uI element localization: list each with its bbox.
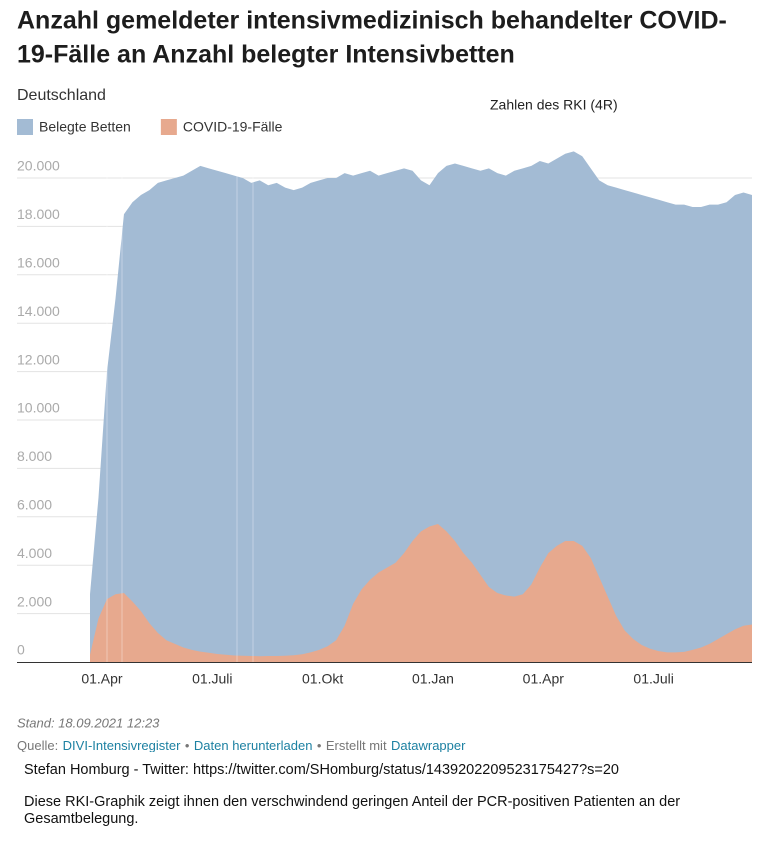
chart-subtitle: Deutschland [17,87,106,104]
plot [90,151,752,662]
caption: Stefan Homburg - Twitter: https://twitte… [24,762,754,843]
legend-label: Belegte Betten [39,119,131,135]
y-tick-label: 8.000 [17,448,52,464]
y-tick-label: 20.000 [17,158,60,174]
legend: Belegte Betten COVID-19-Fälle [17,119,283,135]
legend-swatch [160,119,177,135]
y-tick-label: 10.000 [17,400,60,416]
reference-lines [106,148,254,662]
annotation: Zahlen des RKI (4R) [490,97,618,113]
chart-title: Anzahl gemeldeter intensivmedizinisch be… [17,7,727,35]
stand: Stand: 18.09.2021 12:23 [17,715,160,730]
chart: Anzahl gemeldeter intensivmedizinisch be… [17,7,752,753]
download-link[interactable]: Daten herunterladen [194,738,313,753]
y-tick-label: 18.000 [17,206,60,222]
source-link[interactable]: DIVI-Intensivregister [63,738,181,753]
x-axis-labels: 01.Apr 01.Juli 01.Okt 01.Jan 01.Apr 01.Juli [81,671,674,687]
made-with: Erstellt mit [326,738,387,752]
caption-line: Diese RKI-Graphik zeigt ihnen den versch… [24,794,681,827]
chart-title: 19-Fälle an Anzahl belegter Intensivbett… [17,41,515,69]
x-tick-label: 01.Juli [633,671,673,687]
area [90,524,752,662]
legend-swatch [17,119,33,135]
y-tick-label: 12.000 [17,351,60,367]
source-label: Quelle: [17,738,58,752]
x-tick-label: 01.Apr [523,671,565,687]
separator: • [185,738,190,752]
x-tick-label: 01.Okt [302,671,343,687]
caption-line: Stefan Homburg - Twitter: https://twitte… [24,762,619,778]
y-tick-label: 4.000 [17,545,52,561]
y-tick-label: 6.000 [17,497,52,513]
y-tick-label: 2.000 [17,593,52,609]
source-line: Quelle: DIVI-Intensivregister • Daten he… [17,738,466,752]
x-tick-label: 01.Jan [412,671,454,687]
legend-label: COVID-19-Fälle [183,119,283,135]
x-tick-label: 01.Juli [192,671,232,687]
separator: • [317,738,322,752]
y-tick-label: 0 [17,642,25,658]
x-tick-label: 01.Apr [81,671,123,687]
y-tick-label: 16.000 [17,255,60,271]
area [90,151,752,662]
tool-link[interactable]: Datawrapper [391,738,466,753]
y-tick-label: 14.000 [17,303,60,319]
